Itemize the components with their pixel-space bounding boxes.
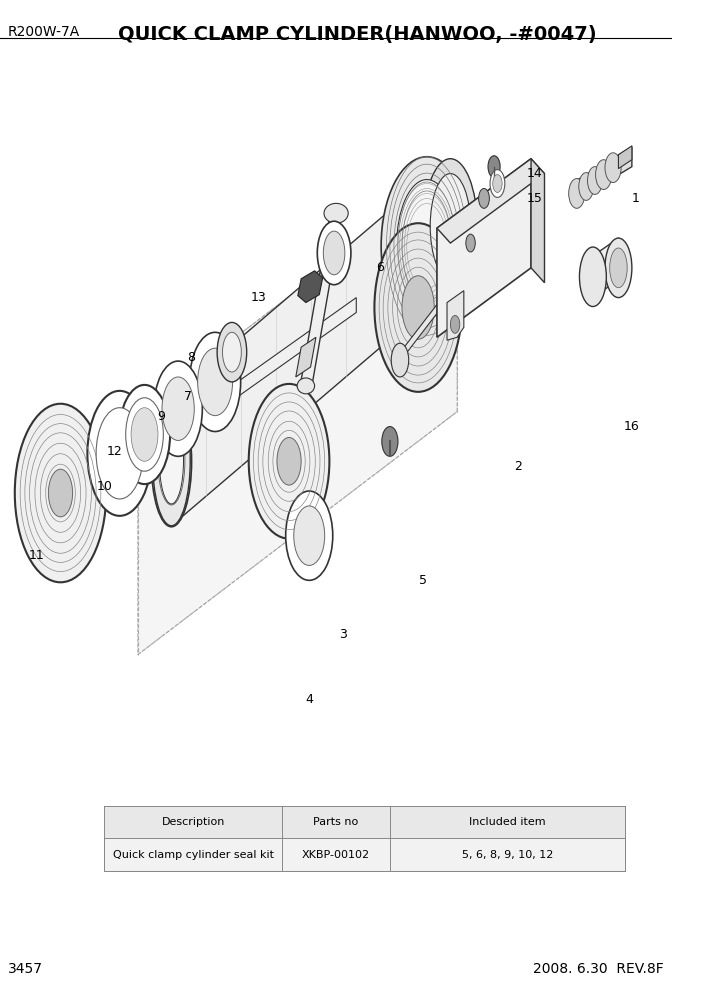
Text: 3: 3 — [339, 628, 347, 642]
Text: 2008. 6.30  REV.8F: 2008. 6.30 REV.8F — [534, 962, 664, 976]
Polygon shape — [298, 271, 323, 303]
Ellipse shape — [249, 384, 329, 539]
Ellipse shape — [578, 173, 594, 200]
Ellipse shape — [595, 160, 611, 189]
Ellipse shape — [119, 385, 170, 484]
Text: 13: 13 — [251, 291, 267, 305]
Ellipse shape — [381, 157, 472, 335]
Text: 10: 10 — [96, 479, 112, 493]
Text: 6: 6 — [376, 261, 384, 275]
Polygon shape — [437, 159, 545, 243]
Text: 4: 4 — [305, 692, 313, 706]
Ellipse shape — [430, 174, 470, 279]
Polygon shape — [138, 169, 457, 655]
Ellipse shape — [317, 221, 351, 285]
Ellipse shape — [131, 408, 158, 461]
Polygon shape — [571, 147, 632, 203]
Ellipse shape — [87, 391, 152, 516]
Polygon shape — [104, 806, 625, 838]
Polygon shape — [299, 208, 343, 392]
Polygon shape — [531, 159, 545, 283]
Ellipse shape — [223, 332, 241, 372]
Text: Quick clamp cylinder seal kit: Quick clamp cylinder seal kit — [113, 849, 274, 860]
Text: 5: 5 — [420, 573, 428, 587]
Ellipse shape — [569, 179, 585, 208]
Text: XKBP-00102: XKBP-00102 — [302, 849, 370, 860]
Ellipse shape — [158, 418, 185, 505]
Ellipse shape — [605, 153, 621, 183]
Polygon shape — [593, 238, 618, 298]
Text: Parts no: Parts no — [314, 816, 359, 827]
Ellipse shape — [605, 238, 632, 298]
Polygon shape — [391, 298, 449, 364]
Text: Included item: Included item — [469, 816, 546, 827]
Ellipse shape — [488, 156, 500, 178]
Polygon shape — [138, 169, 457, 655]
Ellipse shape — [48, 469, 72, 517]
Text: 5, 6, 8, 9, 10, 12: 5, 6, 8, 9, 10, 12 — [462, 849, 553, 860]
Text: Description: Description — [161, 816, 225, 827]
Polygon shape — [296, 337, 316, 377]
Polygon shape — [447, 291, 464, 340]
Text: 16: 16 — [624, 420, 640, 434]
Ellipse shape — [15, 404, 106, 582]
Ellipse shape — [297, 378, 314, 394]
Polygon shape — [225, 337, 239, 359]
Text: 15: 15 — [526, 191, 543, 205]
Text: 9: 9 — [157, 410, 165, 424]
Ellipse shape — [588, 167, 602, 194]
Ellipse shape — [493, 175, 502, 192]
Text: R200W-7A: R200W-7A — [8, 25, 80, 39]
Ellipse shape — [286, 491, 333, 580]
Text: 12: 12 — [107, 444, 122, 458]
Ellipse shape — [96, 408, 143, 499]
Text: QUICK CLAMP CYLINDER(HANWOO, -#0047): QUICK CLAMP CYLINDER(HANWOO, -#0047) — [118, 25, 596, 44]
Polygon shape — [175, 298, 357, 441]
Polygon shape — [104, 806, 625, 871]
Ellipse shape — [391, 343, 409, 377]
Ellipse shape — [159, 417, 183, 504]
Ellipse shape — [152, 395, 190, 526]
Ellipse shape — [151, 396, 192, 527]
Ellipse shape — [423, 159, 477, 294]
Ellipse shape — [466, 234, 475, 252]
Ellipse shape — [479, 188, 489, 208]
Text: 1: 1 — [631, 191, 640, 205]
Ellipse shape — [324, 203, 348, 223]
Ellipse shape — [190, 332, 241, 432]
Ellipse shape — [126, 398, 164, 471]
Ellipse shape — [397, 180, 457, 312]
Text: 8: 8 — [187, 350, 196, 364]
Ellipse shape — [198, 348, 232, 416]
Ellipse shape — [382, 427, 398, 456]
Ellipse shape — [579, 247, 607, 307]
Ellipse shape — [324, 231, 345, 275]
Ellipse shape — [402, 276, 435, 339]
Text: 14: 14 — [526, 167, 542, 181]
Ellipse shape — [217, 322, 246, 382]
Polygon shape — [437, 159, 531, 337]
Ellipse shape — [490, 170, 505, 197]
Ellipse shape — [162, 377, 194, 440]
Text: 11: 11 — [29, 549, 45, 562]
Ellipse shape — [293, 506, 325, 565]
Ellipse shape — [277, 437, 301, 485]
Ellipse shape — [610, 248, 627, 288]
Polygon shape — [171, 159, 451, 526]
Ellipse shape — [154, 361, 202, 456]
Polygon shape — [618, 146, 632, 169]
Ellipse shape — [374, 223, 462, 392]
Text: 2: 2 — [514, 459, 522, 473]
Text: 7: 7 — [184, 390, 192, 404]
Text: 3457: 3457 — [8, 962, 43, 976]
Ellipse shape — [451, 315, 460, 333]
